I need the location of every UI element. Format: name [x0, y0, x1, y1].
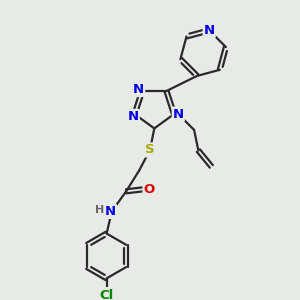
Text: N: N: [204, 24, 215, 37]
Text: S: S: [145, 143, 155, 157]
Text: N: N: [105, 205, 116, 218]
Text: N: N: [128, 110, 139, 123]
Text: O: O: [143, 182, 155, 196]
Text: N: N: [133, 83, 144, 96]
Text: N: N: [173, 108, 184, 121]
Text: H: H: [95, 205, 104, 215]
Text: Cl: Cl: [100, 289, 114, 300]
